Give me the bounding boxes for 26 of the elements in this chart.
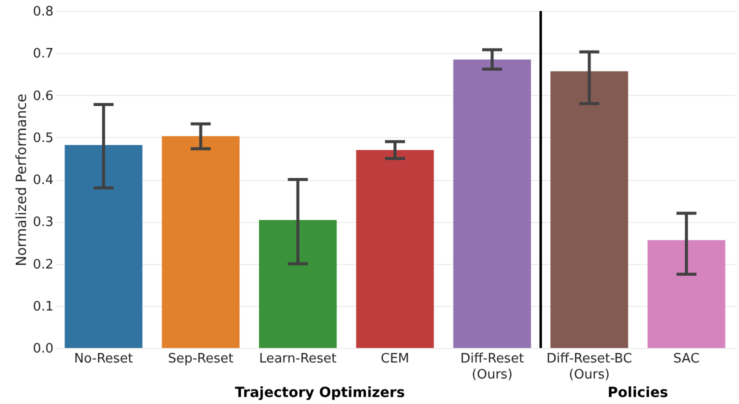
y-axis-title: Normalized Performance xyxy=(14,94,30,266)
y-tick-label: 0.0 xyxy=(32,342,54,356)
x-tick-label: Diff-Reset-BC (Ours) xyxy=(546,352,632,382)
bar xyxy=(648,240,726,348)
y-tick-label: 0.7 xyxy=(32,46,54,62)
y-tick-label: 0.1 xyxy=(32,299,54,314)
text: Trajectory Optimizers xyxy=(234,385,405,401)
x-tick-label: No-Reset xyxy=(74,352,134,366)
bar xyxy=(64,144,142,348)
bar xyxy=(550,71,628,348)
y-tick-label: 0.3 xyxy=(32,215,54,230)
text: Policies xyxy=(608,385,668,401)
bar xyxy=(453,59,531,348)
x-tick-label: Sep-Reset xyxy=(168,352,234,366)
bar xyxy=(259,220,337,348)
y-tick-label: 0.8 xyxy=(32,4,54,20)
y-tick-label: 0.2 xyxy=(32,257,54,272)
y-tick-label: 0.5 xyxy=(32,130,54,146)
y-tick-label: 0.4 xyxy=(32,173,54,188)
bar xyxy=(162,136,240,348)
x-tick-label: Diff-Reset (Ours) xyxy=(460,352,524,382)
x-tick-label: CEM xyxy=(380,352,410,366)
x-tick-label: Learn-Reset xyxy=(259,352,337,366)
x-tick-label: SAC xyxy=(673,352,700,366)
y-tick-label: 0.6 xyxy=(32,88,54,104)
bar xyxy=(356,150,434,348)
